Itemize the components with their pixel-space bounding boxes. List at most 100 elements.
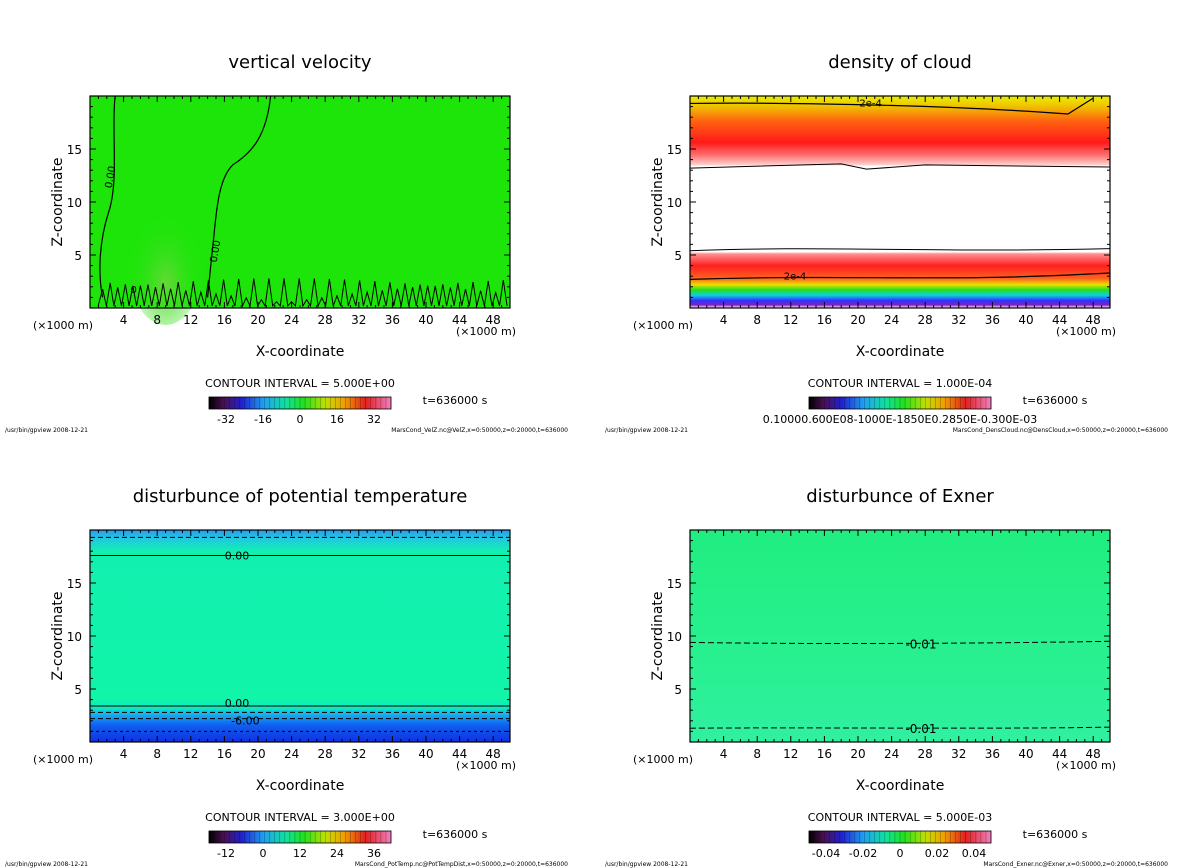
contour-interval-label: CONTOUR INTERVAL = 5.000E-03 (808, 811, 992, 824)
x-tick-label: 36 (385, 313, 400, 327)
y-axis-label: Z-coordinate (50, 591, 66, 680)
colorbar-tick-label: 0 (260, 847, 267, 860)
y-tick-label: 15 (67, 143, 82, 157)
time-label: t=636000 s (423, 828, 488, 841)
contour-label: -0.01 (905, 637, 936, 651)
x-tick-label: 40 (418, 313, 433, 327)
chart-title: disturbunce of Exner (806, 486, 994, 507)
contour-line (97, 278, 508, 308)
x-tick-label: 48 (1086, 747, 1101, 761)
contour-label: 2e-4 (784, 271, 807, 282)
chart-title: vertical velocity (228, 52, 372, 73)
colorbar-tick-label: -0.04 (812, 847, 840, 860)
colorbar-tick-label: 0 (897, 847, 904, 860)
x-tick-label: 36 (985, 747, 1000, 761)
x-tick-label: 8 (753, 313, 761, 327)
contour-line (689, 640, 1111, 645)
x-tick-label: 4 (720, 747, 728, 761)
time-label: t=636000 s (423, 394, 488, 407)
x-tick-label: 16 (817, 747, 832, 761)
x-tick-label: 40 (1018, 747, 1033, 761)
y-tick-label: 5 (74, 249, 82, 263)
y-tick-label: 5 (74, 683, 82, 697)
x-tick-label: 48 (1086, 313, 1101, 327)
x-tick-label: 40 (1018, 313, 1033, 327)
x-tick-label: 20 (850, 313, 865, 327)
contour-line (99, 95, 116, 298)
x-tick-label: 16 (817, 313, 832, 327)
x-tick-label: 48 (486, 747, 501, 761)
footer-left: /usr/bin/gpview 2008-12-21 (605, 861, 688, 868)
x-tick-label: 28 (318, 747, 333, 761)
x-tick-label: 44 (452, 313, 467, 327)
x-tick-label: 24 (284, 747, 299, 761)
x-axis-label: X-coordinate (256, 778, 345, 794)
x-unit-label: (×1000 m) (456, 759, 516, 772)
x-tick-label: 44 (452, 747, 467, 761)
x-unit-label: (×1000 m) (1056, 759, 1116, 772)
contour-label: 0.00 (104, 165, 119, 189)
y-tick-label: 10 (67, 196, 82, 210)
contour-label: -6.00 (231, 715, 259, 728)
colorbar-tick-label: -12 (217, 847, 235, 860)
x-tick-label: 4 (120, 747, 128, 761)
x-tick-label: 36 (985, 313, 1000, 327)
x-tick-label: 4 (120, 313, 128, 327)
x-tick-label: 40 (418, 747, 433, 761)
colorbar-tick-label: -32 (217, 413, 235, 426)
footer-left: /usr/bin/gpview 2008-12-21 (605, 427, 688, 434)
x-tick-label: 20 (850, 747, 865, 761)
x-tick-label: 12 (183, 747, 198, 761)
y-tick-label: 15 (667, 577, 682, 591)
x-tick-label: 20 (250, 313, 265, 327)
colorbar-tick-label: 16 (330, 413, 344, 426)
colorbar-tick-label: 32 (367, 413, 381, 426)
contour-line (689, 272, 1111, 280)
x-tick-label: 12 (183, 313, 198, 327)
x-tick-label: 44 (1052, 313, 1067, 327)
contour-line (689, 163, 1111, 170)
contour-label: 2e-4 (859, 99, 882, 110)
colorbar-tick-label: 0.10000.600E08-1000E-1850E0.2850E-0.300E… (763, 413, 1038, 426)
contour-label: 0 (130, 285, 136, 296)
x-unit-label: (×1000 m) (33, 319, 93, 332)
footer-right: MarsCond_Exner.nc@Exner,x=0:50000,z=0:20… (983, 861, 1168, 868)
x-tick-label: 32 (351, 313, 366, 327)
x-tick-label: 32 (351, 747, 366, 761)
heatmap-field (690, 530, 1110, 742)
x-tick-label: 32 (951, 313, 966, 327)
x-axis-label: X-coordinate (856, 344, 945, 360)
y-axis-label: Z-coordinate (50, 157, 66, 246)
footer-right: MarsCond_DensCloud.nc@DensCloud,x=0:5000… (953, 427, 1168, 434)
x-axis-label: X-coordinate (856, 778, 945, 794)
x-tick-label: 24 (884, 747, 899, 761)
x-tick-label: 4 (720, 313, 728, 327)
colorbar-tick-label: 0.02 (925, 847, 950, 860)
contour-label: 0.00 (225, 549, 250, 562)
footer-left: /usr/bin/gpview 2008-12-21 (5, 861, 88, 868)
x-tick-label: 32 (951, 747, 966, 761)
colorbar-tick-label: 24 (330, 847, 344, 860)
y-tick-label: 10 (667, 196, 682, 210)
y-axis-label: Z-coordinate (650, 591, 666, 680)
x-unit-label: (×1000 m) (33, 753, 93, 766)
footer-right: MarsCond_VelZ.nc@VelZ,x=0:50000,z=0:2000… (391, 427, 568, 434)
x-tick-label: 8 (153, 313, 161, 327)
updraft-plume (125, 185, 206, 325)
y-tick-label: 15 (67, 577, 82, 591)
colorbar-tick-label: -0.02 (849, 847, 877, 860)
time-label: t=636000 s (1023, 394, 1088, 407)
colorbar-tick-label: 0 (297, 413, 304, 426)
contour-label: -0.01 (905, 722, 936, 736)
x-tick-label: 12 (783, 747, 798, 761)
time-label: t=636000 s (1023, 828, 1088, 841)
x-tick-label: 24 (284, 313, 299, 327)
x-unit-label: (×1000 m) (456, 325, 516, 338)
contour-interval-label: CONTOUR INTERVAL = 3.000E+00 (205, 811, 395, 824)
y-tick-label: 5 (674, 249, 682, 263)
contour-interval-label: CONTOUR INTERVAL = 1.000E-04 (808, 377, 992, 390)
footer-right: MarsCond_PotTemp.nc@PotTempDist,x=0:5000… (355, 861, 568, 868)
colorbar-tick-label: 36 (367, 847, 381, 860)
